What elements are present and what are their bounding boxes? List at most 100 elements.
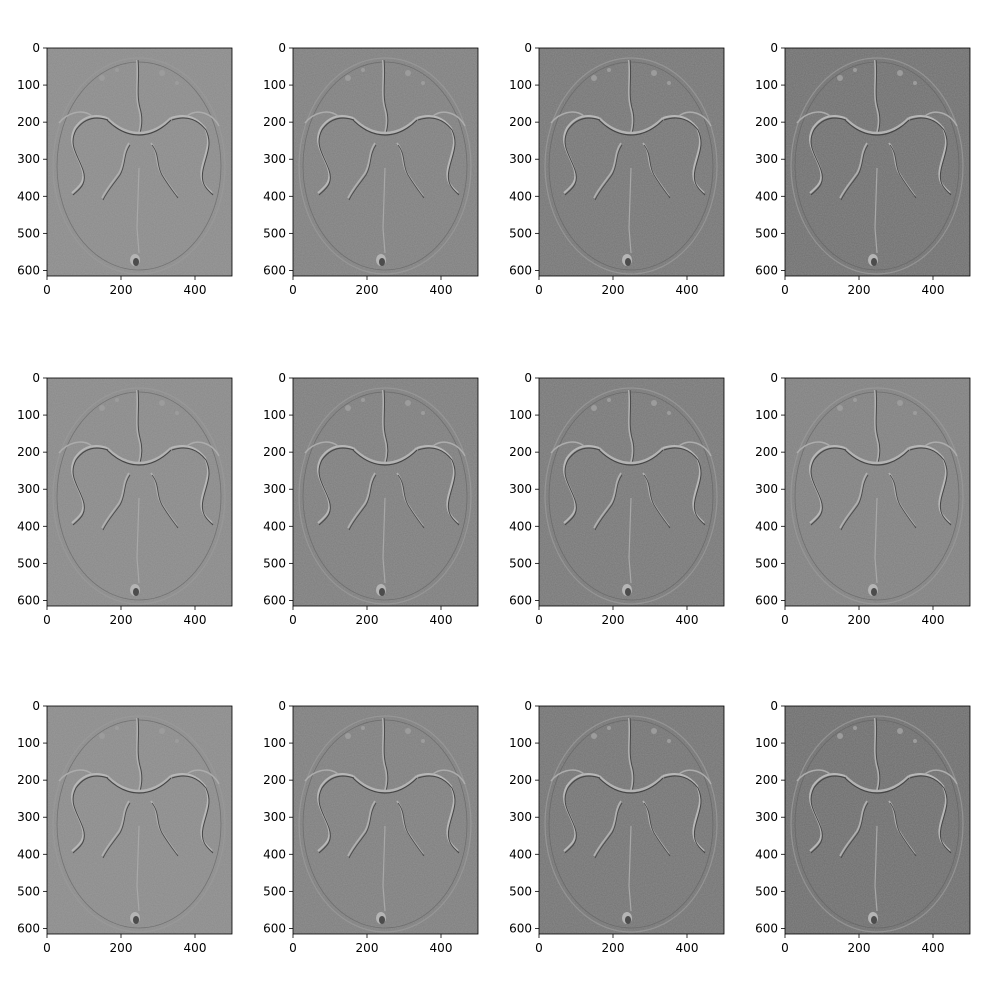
y-tick-label: 200 [17, 115, 40, 129]
subplot-3: 0 200 400 0 100 200 300 400 500 600 [509, 41, 725, 297]
y-tick-label: 0 [32, 699, 40, 713]
y-tick-label: 200 [17, 773, 40, 787]
y-tick-label: 200 [263, 445, 286, 459]
y-tick-label: 400 [263, 519, 286, 533]
y-tick-label: 300 [263, 152, 286, 166]
x-tick-label: 0 [781, 283, 789, 297]
x-tick-label: 200 [356, 283, 379, 297]
subplot-11: 0 200 400 0 100 200 300 400 500 600 [509, 699, 725, 955]
y-tick-label: 400 [17, 847, 40, 861]
y-tick-label: 600 [509, 921, 532, 935]
x-tick-label: 400 [184, 283, 207, 297]
x-tick-label: 0 [289, 613, 297, 627]
image-texture [539, 706, 724, 934]
x-tick-label: 400 [430, 941, 453, 955]
axes-frame [292, 705, 479, 935]
y-tick-label: 200 [755, 445, 778, 459]
x-tick-label: 0 [535, 941, 543, 955]
y-tick-label: 300 [755, 152, 778, 166]
axes-frame [784, 47, 971, 277]
x-tick-label: 200 [110, 941, 133, 955]
y-tick-label: 0 [524, 371, 532, 385]
x-tick-label: 200 [110, 283, 133, 297]
y-tick-label: 500 [509, 226, 532, 240]
y-tick-label: 200 [17, 445, 40, 459]
image-texture [293, 48, 478, 276]
y-tick-label: 100 [263, 78, 286, 92]
y-tick-label: 300 [755, 810, 778, 824]
x-tick-label: 200 [356, 613, 379, 627]
y-tick-label: 600 [17, 263, 40, 277]
y-tick-label: 400 [755, 847, 778, 861]
y-tick-label: 300 [509, 152, 532, 166]
axes-frame [784, 705, 971, 935]
y-tick-label: 200 [509, 773, 532, 787]
y-tick-label: 100 [17, 736, 40, 750]
x-tick-label: 200 [602, 941, 625, 955]
y-tick-label: 500 [17, 556, 40, 570]
y-tick-label: 0 [770, 41, 778, 55]
x-tick-label: 400 [430, 283, 453, 297]
y-tick-label: 600 [263, 593, 286, 607]
y-tick-label: 0 [770, 371, 778, 385]
y-tick-label: 500 [263, 226, 286, 240]
subplot-8: 0 200 400 0 100 200 300 400 500 600 [755, 371, 971, 627]
axes-frame [538, 705, 725, 935]
x-tick-label: 0 [289, 941, 297, 955]
y-tick-label: 400 [509, 189, 532, 203]
y-tick-label: 400 [755, 189, 778, 203]
y-tick-label: 100 [17, 408, 40, 422]
x-tick-label: 0 [535, 613, 543, 627]
x-tick-label: 400 [922, 613, 945, 627]
x-tick-label: 0 [43, 283, 51, 297]
subplot-5: 0 200 400 0 100 200 300 400 500 600 [17, 371, 233, 627]
subplot-7: 0 200 400 0 100 200 300 400 500 600 [509, 371, 725, 627]
y-tick-label: 500 [755, 556, 778, 570]
y-tick-label: 600 [17, 593, 40, 607]
axes-frame [292, 47, 479, 277]
y-tick-label: 200 [755, 773, 778, 787]
subplot-2: 0 200 400 0 100 200 300 400 500 600 [263, 41, 479, 297]
x-tick-label: 400 [922, 283, 945, 297]
subplot-9: 0 200 400 0 100 200 300 400 500 600 [17, 699, 233, 955]
y-tick-label: 0 [524, 41, 532, 55]
x-tick-label: 200 [602, 283, 625, 297]
x-tick-label: 400 [676, 941, 699, 955]
image-texture [293, 378, 478, 606]
y-tick-label: 300 [509, 810, 532, 824]
y-tick-label: 0 [278, 371, 286, 385]
y-tick-label: 200 [755, 115, 778, 129]
y-tick-label: 500 [263, 556, 286, 570]
y-tick-label: 0 [32, 371, 40, 385]
image-texture [47, 378, 232, 606]
y-tick-label: 500 [755, 884, 778, 898]
x-tick-label: 0 [535, 283, 543, 297]
y-tick-label: 300 [17, 482, 40, 496]
y-tick-label: 300 [17, 152, 40, 166]
image-texture [293, 706, 478, 934]
y-tick-label: 600 [755, 593, 778, 607]
y-tick-label: 600 [263, 921, 286, 935]
x-tick-label: 0 [781, 941, 789, 955]
x-tick-label: 400 [430, 613, 453, 627]
subplot-12: 0 200 400 0 100 200 300 400 500 600 [755, 699, 971, 955]
y-tick-label: 300 [263, 482, 286, 496]
x-tick-label: 200 [110, 613, 133, 627]
x-tick-label: 0 [43, 941, 51, 955]
y-tick-label: 400 [509, 519, 532, 533]
image-texture [785, 706, 970, 934]
y-tick-label: 100 [263, 736, 286, 750]
y-tick-label: 400 [263, 189, 286, 203]
axes-frame [784, 377, 971, 607]
x-tick-label: 400 [184, 941, 207, 955]
subplot-4: 0 200 400 0 100 200 300 400 500 600 [755, 41, 971, 297]
y-tick-label: 400 [263, 847, 286, 861]
axes-frame [538, 47, 725, 277]
y-tick-label: 100 [755, 736, 778, 750]
y-tick-label: 100 [509, 408, 532, 422]
y-tick-label: 0 [32, 41, 40, 55]
y-tick-label: 100 [509, 736, 532, 750]
y-tick-label: 100 [755, 408, 778, 422]
y-tick-label: 0 [278, 699, 286, 713]
y-tick-label: 400 [17, 189, 40, 203]
